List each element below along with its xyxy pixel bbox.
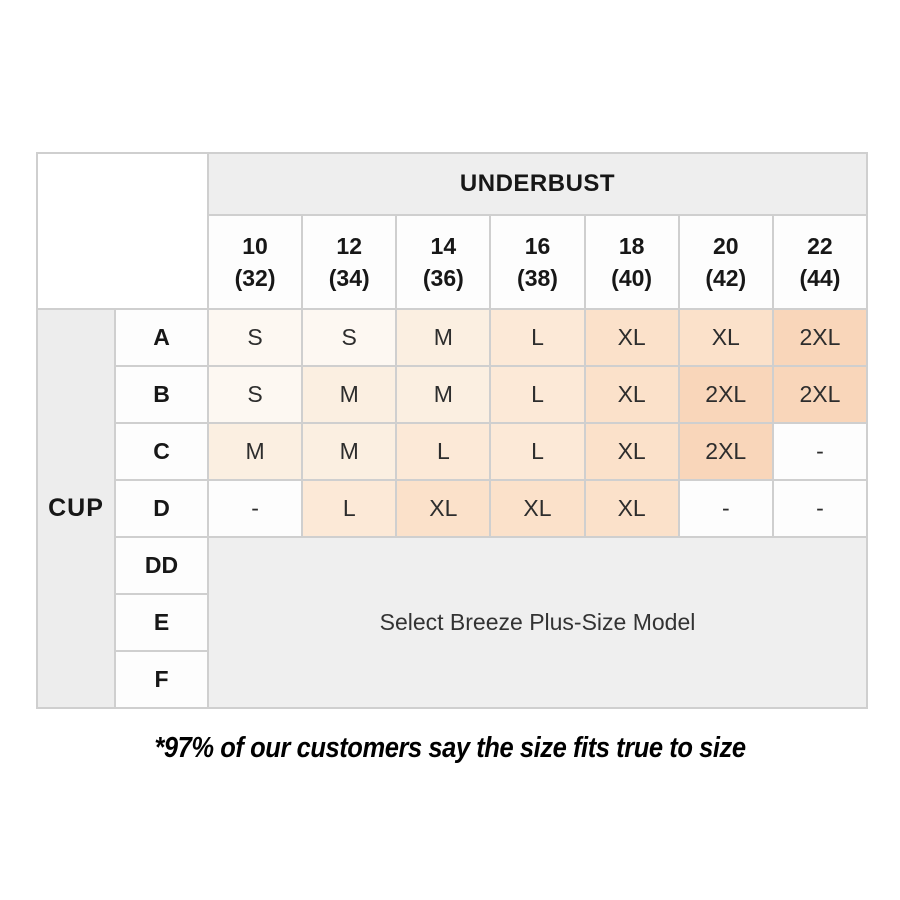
band-header: 10 (32) (206, 214, 304, 310)
table-row: CUP A S S M L XL XL 2XL (36, 308, 869, 709)
size-cell: M (301, 422, 398, 481)
size-cell: M (395, 308, 492, 367)
footnote: *97% of our customers say the size fits … (154, 732, 746, 764)
size-cell: XL (489, 479, 586, 538)
band-header: 14 (36) (395, 214, 492, 310)
size-cell: S (206, 308, 304, 367)
size-cell: - (677, 479, 774, 538)
band-size: 10 (242, 232, 268, 259)
band-header: 18 (40) (583, 214, 680, 310)
size-cell: S (206, 365, 304, 424)
table-row: E (37, 593, 867, 652)
table-row: UNDERBUST (36, 152, 868, 310)
size-cell: M (301, 365, 398, 424)
band-size-alt: (40) (611, 265, 653, 291)
size-cell: 2XL (677, 422, 774, 481)
band-size-alt: (32) (234, 265, 276, 291)
band-size: 16 (524, 232, 551, 259)
size-cell: - (771, 479, 869, 538)
table-row: C M M L L XL 2XL - (37, 422, 869, 481)
table-row: F (37, 650, 867, 709)
cup-letter: A (114, 308, 209, 367)
band-size-alt: (38) (517, 265, 558, 291)
size-cell: 2XL (771, 308, 869, 367)
cup-letter: D (114, 479, 209, 538)
band-size-alt: (34) (328, 265, 370, 291)
band-header: 12 (34) (301, 214, 398, 310)
cup-axis-label: CUP (36, 308, 116, 709)
size-cell: L (301, 479, 398, 538)
band-size-alt: (44) (799, 265, 841, 291)
size-cell: XL (583, 365, 680, 424)
band-header: 20 (42) (677, 214, 774, 310)
cup-letter: DD (114, 536, 209, 595)
size-cell: XL (677, 308, 774, 367)
underbust-header: UNDERBUST (207, 152, 868, 216)
cup-letter: C (114, 422, 209, 481)
size-cell: - (206, 479, 304, 538)
size-cell: XL (583, 479, 680, 538)
size-cell: XL (395, 479, 492, 538)
table-row: B S M M L XL 2XL 2XL (37, 365, 869, 424)
plus-size-note: Select Breeze Plus-Size Model (207, 536, 868, 709)
band-size-alt: (42) (705, 265, 747, 291)
size-cell: L (395, 422, 492, 481)
cup-letter: F (114, 650, 209, 709)
band-size: 20 (712, 232, 739, 259)
size-cell: L (489, 422, 586, 481)
band-size-alt: (36) (422, 265, 464, 291)
size-cell: XL (583, 308, 680, 367)
band-size: 22 (807, 232, 833, 259)
table-row: D - L XL XL XL - - (37, 479, 869, 538)
band-size: 18 (618, 232, 645, 259)
empty-corner (36, 152, 209, 310)
cup-letter: B (114, 365, 209, 424)
size-cell: - (771, 422, 869, 481)
size-cell: M (395, 365, 492, 424)
size-cell: 2XL (677, 365, 774, 424)
size-cell: 2XL (771, 365, 869, 424)
band-size: 12 (336, 232, 362, 259)
size-chart-table: UNDERBUST 10 (32) 12 (34) 14 (36) 16 (38… (36, 152, 869, 709)
band-header: 16 (38) (489, 214, 586, 310)
size-cell: XL (583, 422, 680, 481)
band-header: 22 (44) (771, 214, 869, 310)
table-row: DD Select Breeze Plus-Size Model (37, 536, 868, 709)
table-row: 10 (32) 12 (34) 14 (36) 16 (38) 18 (40) … (37, 214, 869, 310)
size-cell: L (489, 365, 586, 424)
cup-letter: E (114, 593, 209, 652)
size-cell: M (206, 422, 304, 481)
size-cell: L (489, 308, 586, 367)
band-size: 14 (430, 232, 457, 259)
size-cell: S (301, 308, 398, 367)
